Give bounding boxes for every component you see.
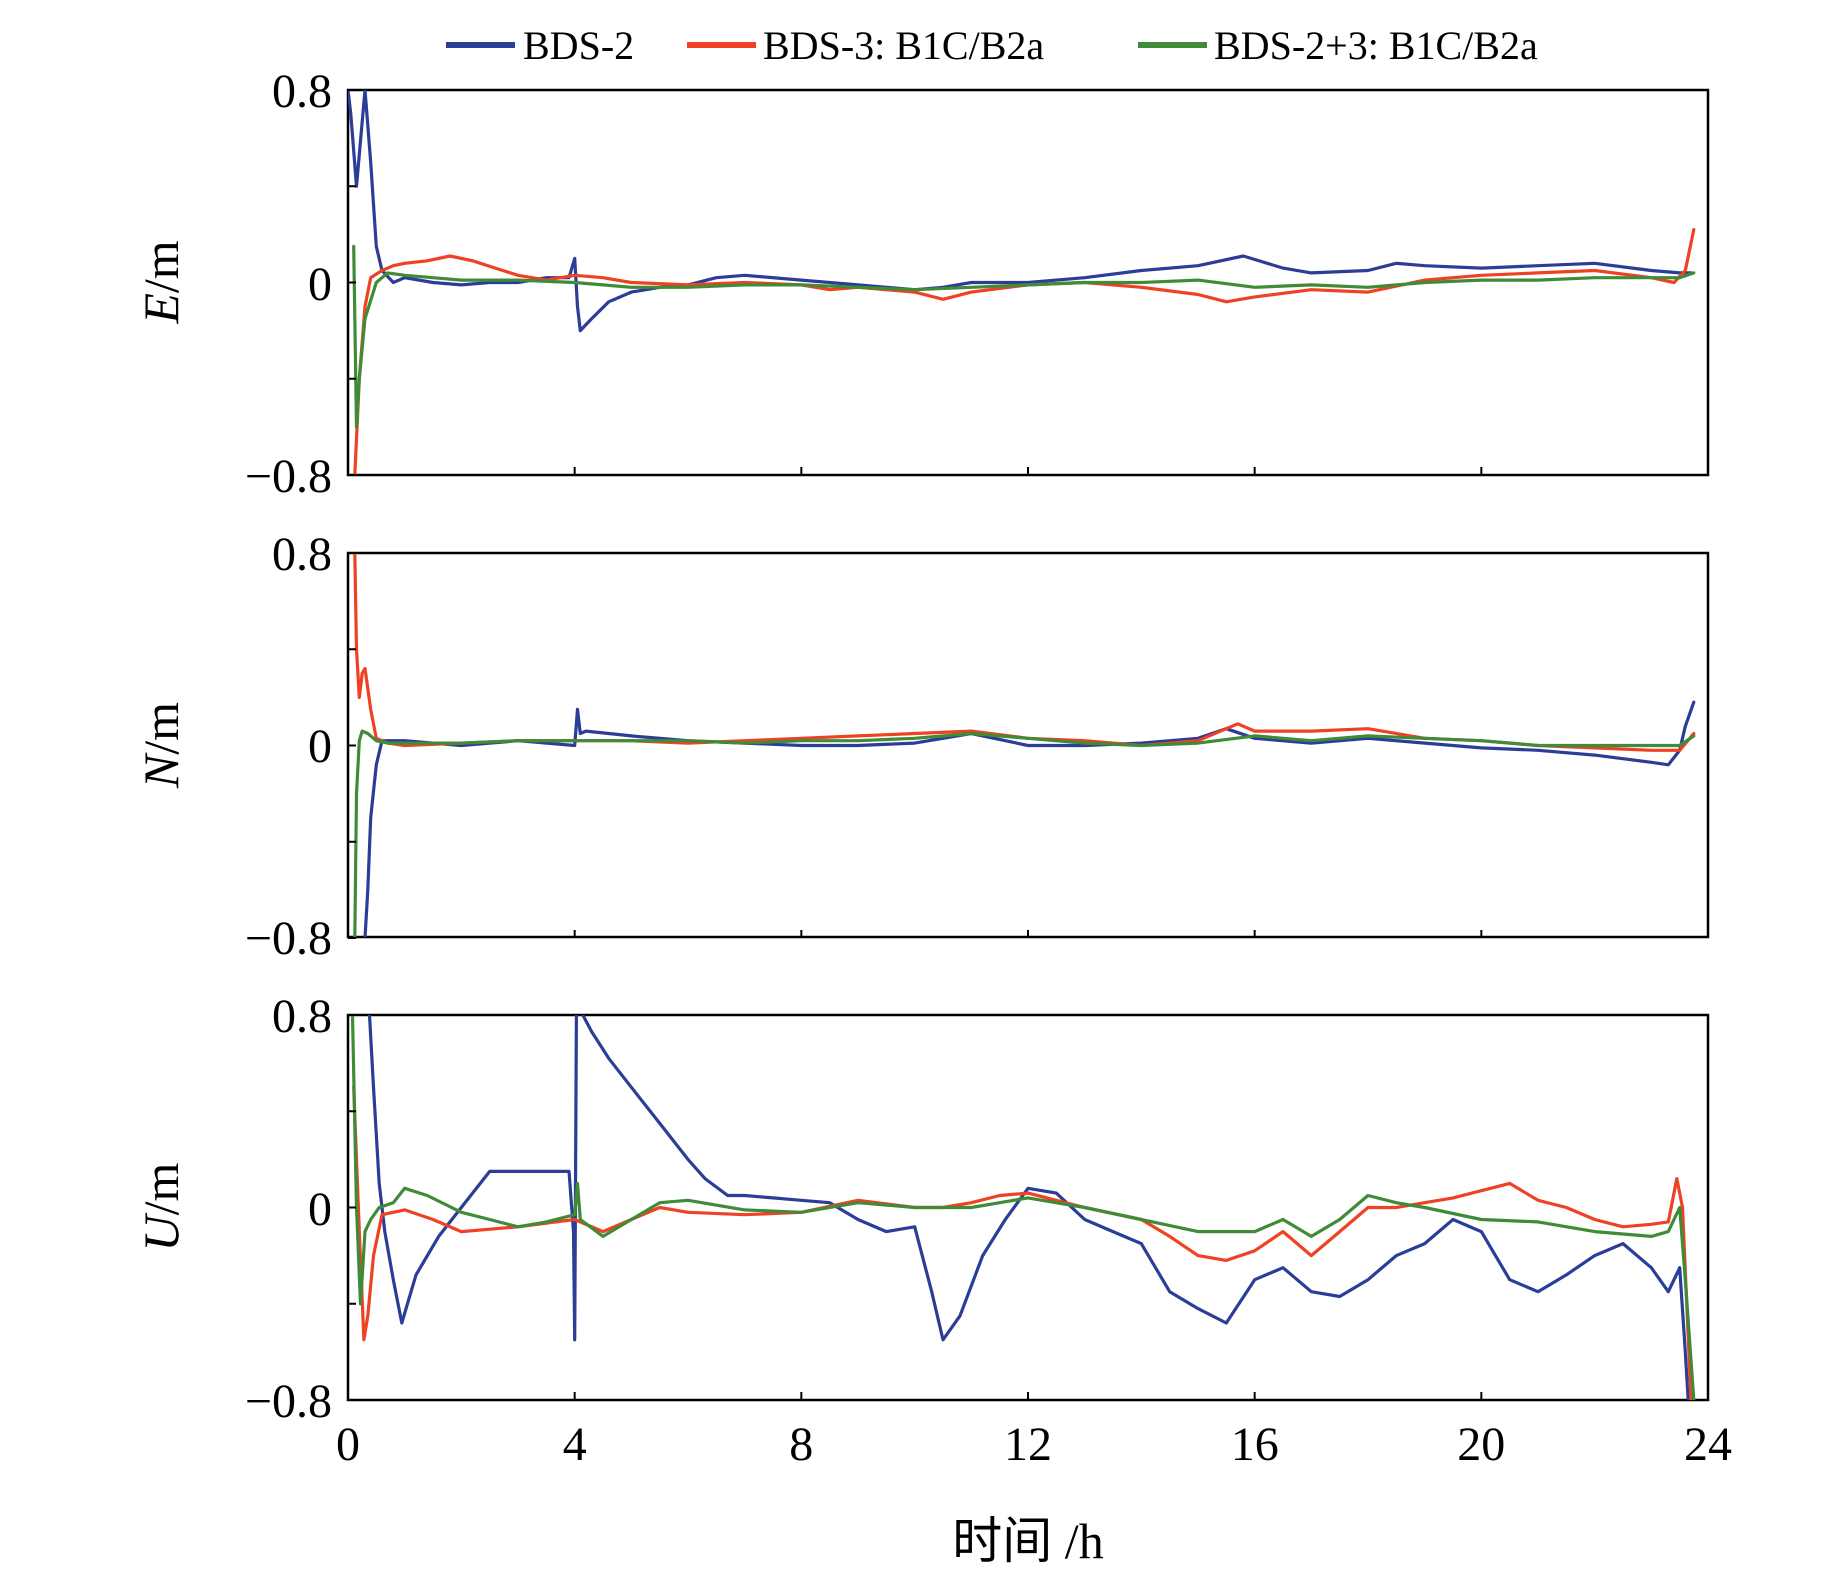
panel-e-series [348, 90, 1696, 475]
panel-n-ticks [348, 552, 1483, 939]
panel-e-ytick-mid: 0 [308, 258, 332, 311]
panel-u-series [350, 1015, 1696, 1400]
panel-e-ytick-top: 0.8 [272, 65, 332, 118]
x-tick-label: 16 [1231, 1418, 1279, 1471]
series-line-bds-2-3-b1c-b2a [353, 729, 1696, 937]
panel-e-ticks [348, 89, 1483, 476]
x-tick-label: 8 [789, 1418, 813, 1471]
panel-u-ticks [348, 1014, 1483, 1401]
series-line-bds-3-b1c-b2a [353, 553, 1696, 752]
x-tick-label: 4 [563, 1418, 587, 1471]
x-tick-label: 0 [336, 1418, 360, 1471]
series-line-bds-2-3-b1c-b2a [350, 1015, 1696, 1400]
panel-u-ytick-mid: 0 [308, 1183, 332, 1236]
series-line-bds-3-b1c-b2a [352, 1085, 1693, 1400]
legend-label-bds3: BDS-3: B1C/B2a [763, 23, 1044, 68]
panel-e: 0.8 0 −0.8 E/m [133, 65, 1710, 503]
series-line-bds-2 [367, 1015, 1690, 1400]
series-line-bds-2 [363, 700, 1696, 937]
panel-u-ylabel: U/m [133, 1162, 189, 1251]
panel-e-ylabel: E/m [133, 240, 189, 324]
x-tick-label: 12 [1004, 1418, 1052, 1471]
x-axis-title: 时间 /h [952, 1513, 1103, 1569]
panel-u-ytick-top: 0.8 [272, 990, 332, 1043]
series-line-bds-2-3-b1c-b2a [352, 244, 1696, 429]
legend: BDS-2 BDS-3: B1C/B2a BDS-2+3: B1C/B2a [446, 23, 1538, 68]
panel-n-series [353, 553, 1696, 937]
panel-u: 0.8 0 −0.8 U/m [133, 990, 1710, 1428]
panel-n-ytick-mid: 0 [308, 720, 332, 773]
panel-u-ytick-bottom: −0.8 [245, 1375, 332, 1428]
series-line-bds-2 [348, 90, 1693, 333]
panel-n-ytick-bottom: −0.8 [245, 912, 332, 965]
panel-n-ytick-top: 0.8 [272, 528, 332, 581]
panel-n: 0.8 0 −0.8 N/m [133, 528, 1710, 965]
x-tick-labels: 0 4 8 12 16 20 24 [336, 1418, 1732, 1471]
panel-n-ylabel: N/m [133, 702, 189, 789]
legend-label-bds2: BDS-2 [523, 23, 634, 68]
panel-e-ytick-bottom: −0.8 [245, 450, 332, 503]
x-tick-label: 24 [1684, 1418, 1732, 1471]
legend-label-bds23: BDS-2+3: B1C/B2a [1214, 23, 1538, 68]
x-tick-label: 20 [1457, 1418, 1505, 1471]
panel-u-frame [346, 1013, 1710, 1402]
